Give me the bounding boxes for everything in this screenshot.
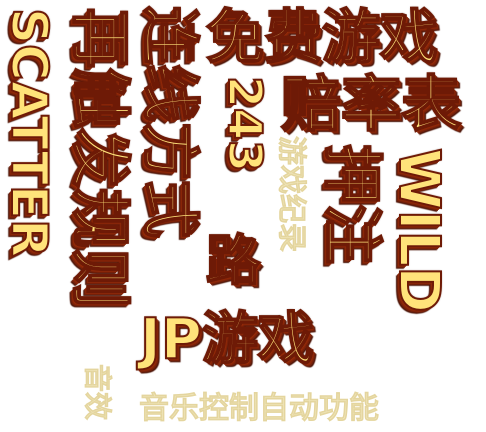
jp-game-label: JP游戏 — [139, 307, 315, 372]
paytable-label: 赔率表 — [280, 70, 462, 140]
music-auto-label: 音乐控制自动功能 — [139, 391, 380, 426]
free-game-label: 免费游戏 — [205, 3, 439, 71]
lines-unit-label: 路 — [205, 229, 261, 292]
scatter-label: SCATTER — [0, 7, 59, 259]
lines-243-label: 243 — [217, 75, 273, 173]
trigger-rules-label: 再触发规则 — [63, 7, 135, 309]
wild-label: WILD — [385, 147, 452, 314]
bet-label: 押注 — [315, 143, 387, 265]
line-mode-label: 连线方式 — [135, 5, 205, 239]
game-record-label: 游戏纪录 — [275, 136, 310, 253]
music-side-label: 音效 — [81, 364, 115, 421]
